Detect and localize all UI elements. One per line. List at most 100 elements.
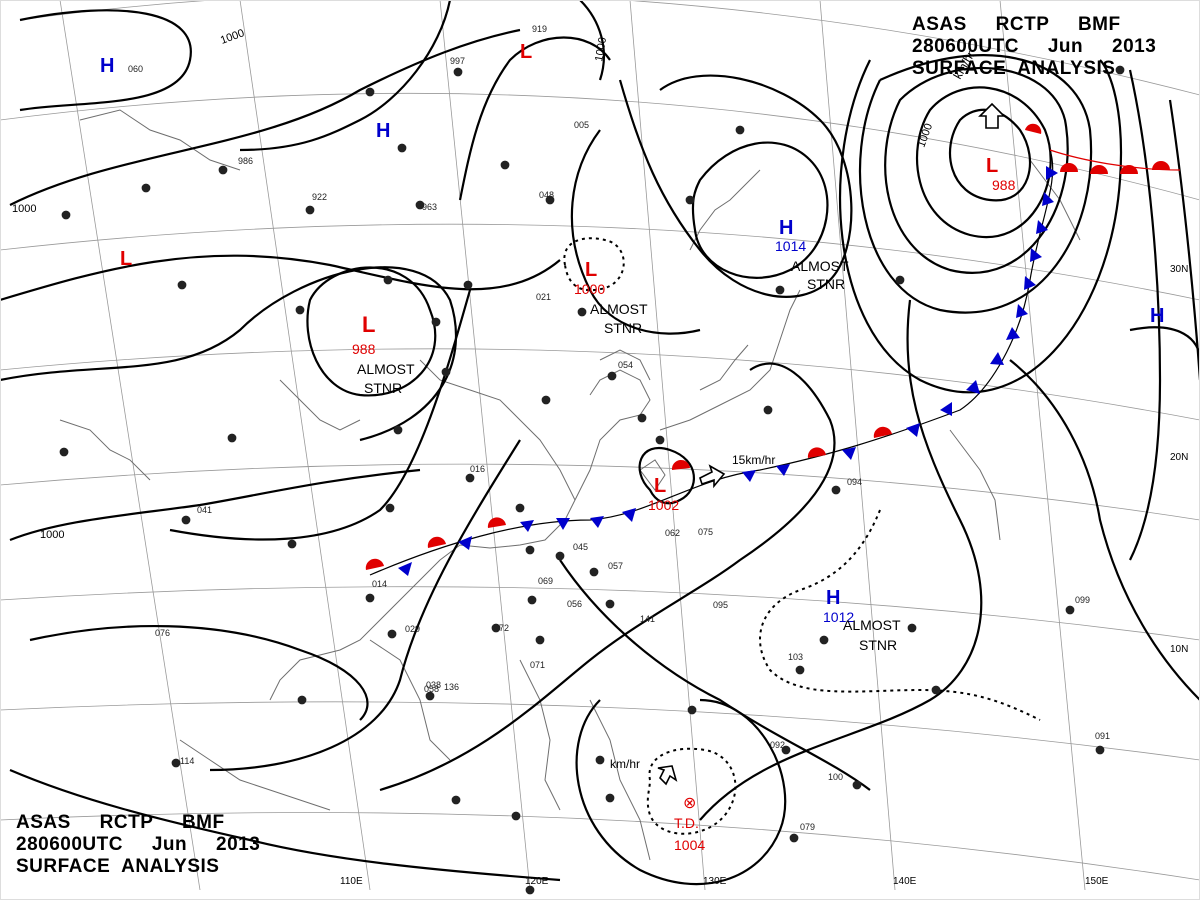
high-center-letter: H	[100, 55, 114, 77]
chart-header-bottom-left: ASAS RCTP BMF 280600UTC Jun 2013 SURFACE…	[16, 812, 260, 878]
low-center-letter: L	[362, 312, 375, 337]
svg-text:100: 100	[828, 772, 843, 782]
svg-text:103: 103	[788, 652, 803, 662]
low-center-letter: L	[585, 259, 597, 281]
svg-text:014: 014	[372, 579, 387, 589]
svg-text:997: 997	[450, 56, 465, 66]
svg-text:005: 005	[574, 120, 589, 130]
high-center-letter: H	[376, 120, 390, 142]
header-line-3: SURFACE ANALYSIS	[16, 856, 220, 877]
lat-label: 30N	[1170, 264, 1188, 275]
high-japan-note: ALMOST	[791, 258, 849, 274]
header-line-2: 280600UTC Jun 2013	[16, 834, 261, 855]
lat-label: 10N	[1170, 644, 1188, 655]
arrow-ne-motion	[978, 102, 1006, 129]
svg-text:1000: 1000	[12, 203, 36, 215]
lat-label: 20N	[1170, 452, 1188, 463]
low-west-note: ALMOST	[357, 361, 415, 377]
header-line-3: SURFACE ANALYSIS	[912, 58, 1116, 79]
low-center-letter: L	[986, 155, 998, 177]
header-line-1: ASAS RCTP BMF	[16, 812, 225, 833]
low-front-value: 1002	[648, 497, 679, 513]
svg-text:922: 922	[312, 192, 327, 202]
svg-text:060: 060	[128, 64, 143, 74]
svg-text:136: 136	[444, 682, 459, 692]
svg-text:114: 114	[180, 756, 194, 766]
svg-text:075: 075	[698, 527, 713, 537]
high-center-letter: H	[1150, 305, 1164, 327]
svg-text:058: 058	[424, 684, 439, 694]
header-line-2: 280600UTC Jun 2013	[912, 36, 1157, 57]
low-center-letter: L	[654, 475, 666, 497]
lon-label: 110E	[340, 876, 363, 887]
low-center-letter: L	[520, 41, 532, 63]
low-center-note: STNR	[604, 320, 642, 336]
high-pac-note: STNR	[859, 637, 897, 653]
svg-text:141: 141	[640, 614, 655, 624]
svg-text:062: 062	[665, 528, 680, 538]
svg-text:1000: 1000	[593, 36, 609, 62]
latitude-labels: 30N 20N 10N	[1170, 264, 1188, 655]
svg-text:016: 016	[470, 464, 485, 474]
svg-text:021: 021	[536, 292, 551, 302]
low-west-note: STNR	[364, 380, 402, 396]
low-center-letter: L	[120, 248, 132, 270]
svg-text:099: 099	[1075, 595, 1090, 605]
high-center-letter: H	[826, 587, 840, 609]
low-center-value: 1000	[574, 281, 605, 297]
svg-text:092: 092	[770, 740, 785, 750]
low-center-note: ALMOST	[590, 301, 648, 317]
cold-front-marks	[398, 166, 1058, 576]
dotted-isobars	[563, 237, 1041, 835]
svg-text:072: 072	[494, 623, 509, 633]
high-japan-note: STNR	[807, 276, 845, 292]
warm-front-marks	[365, 123, 1170, 570]
svg-text:094: 094	[847, 477, 862, 487]
svg-text:071: 071	[530, 660, 545, 670]
svg-text:057: 057	[608, 561, 623, 571]
high-pac-note: ALMOST	[843, 617, 901, 633]
front-motion-label: 15km/hr	[732, 453, 775, 467]
lon-label: 120E	[525, 876, 549, 887]
high-center-letter: H	[779, 217, 793, 239]
low-ne-value: 988	[992, 177, 1016, 193]
arrow-front-motion	[699, 464, 726, 489]
svg-text:091: 091	[1095, 731, 1110, 741]
low-west-value: 988	[352, 341, 376, 357]
coastlines	[59, 109, 1081, 861]
lon-label: 150E	[1085, 876, 1109, 887]
svg-text:963: 963	[422, 202, 437, 212]
lon-label: 140E	[893, 876, 917, 887]
svg-text:029: 029	[405, 624, 420, 634]
lon-label: 130E	[703, 876, 727, 887]
svg-text:095: 095	[713, 600, 728, 610]
stationary-front	[365, 123, 1181, 576]
longitude-labels: 110E 120E 130E 140E 150E	[340, 876, 1109, 887]
td-motion-label: km/hr	[610, 757, 640, 771]
svg-text:038: 038	[426, 680, 441, 690]
svg-text:069: 069	[538, 576, 553, 586]
chart-header-top-right: ASAS RCTP BMF 280600UTC Jun 2013 SURFACE…	[912, 14, 1156, 80]
svg-text:076: 076	[155, 628, 170, 638]
arrow-td-motion	[657, 765, 678, 786]
svg-text:045: 045	[573, 542, 588, 552]
svg-text:056: 056	[567, 599, 582, 609]
header-line-1: ASAS RCTP BMF	[912, 14, 1121, 35]
td-value: 1004	[674, 837, 705, 853]
svg-text:919: 919	[532, 24, 547, 34]
svg-text:041: 041	[197, 505, 212, 515]
svg-text:079: 079	[800, 822, 815, 832]
svg-text:986: 986	[238, 156, 253, 166]
td-symbol: ⊗	[683, 795, 696, 812]
high-japan-value: 1014	[775, 238, 806, 254]
td-label: T.D.	[674, 815, 699, 831]
svg-text:054: 054	[618, 360, 633, 370]
svg-text:048: 048	[539, 190, 554, 200]
svg-text:1000: 1000	[40, 529, 64, 541]
station-markers	[59, 65, 1125, 895]
pressure-centers: L L L L L L H H H H H	[100, 41, 1164, 609]
